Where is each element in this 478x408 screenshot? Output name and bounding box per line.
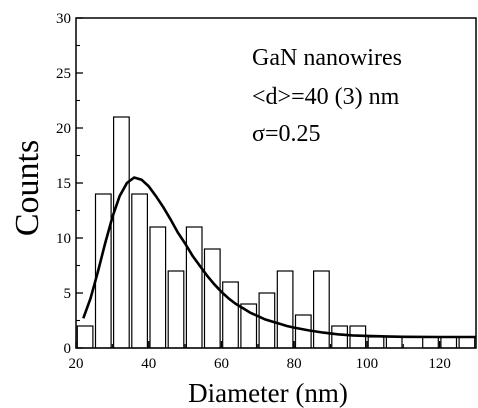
y-tick-label-1: 5	[64, 286, 72, 302]
histogram-bar-13	[313, 270, 330, 349]
histogram-bar-17	[385, 336, 403, 349]
histogram-bar-6	[185, 226, 203, 349]
annotation-mean-diameter: <d>=40 (3) nm	[252, 84, 400, 110]
y-tick-label-0: 0	[64, 341, 72, 357]
y-tick-label-6: 30	[56, 11, 71, 27]
y-tick-label-5: 25	[56, 66, 71, 82]
fit-curve	[82, 176, 476, 339]
histogram-bar-11	[276, 270, 294, 349]
histogram-bar-0	[76, 325, 94, 349]
x-tick-label-2: 60	[214, 356, 229, 372]
x-axis-title: Diameter (nm)	[188, 378, 348, 408]
histogram-bar-5	[167, 270, 185, 349]
y-tick-label-3: 15	[56, 176, 71, 192]
histogram-bar-3	[131, 193, 149, 349]
x-tick-label-4: 100	[356, 356, 379, 372]
annotation-material: GaN nanowires	[252, 45, 402, 71]
histogram-bar-16	[367, 336, 385, 349]
annotation-sigma: σ=0.25	[252, 121, 320, 147]
x-tick-label-3: 80	[287, 356, 302, 372]
x-tick-label-1: 40	[141, 356, 156, 372]
y-tick-label-4: 20	[56, 121, 71, 137]
histogram-bar-8	[222, 281, 239, 349]
histogram-bar-19	[440, 336, 458, 349]
y-axis-ticks: 0 5 10 15 20 25 30	[56, 11, 83, 357]
histogram-bar-14	[331, 325, 348, 349]
x-axis-ticks: 20 40 60 80 100 120	[69, 341, 451, 372]
x-tick-label-5: 120	[428, 356, 451, 372]
y-axis-title: Counts	[9, 140, 46, 236]
histogram-bar-2	[112, 116, 130, 349]
y-tick-label-2: 10	[56, 231, 71, 247]
histogram-bar-7	[203, 248, 221, 349]
histogram-bar-4	[149, 226, 167, 349]
histogram-bar-18	[422, 336, 439, 349]
x-tick-label-0: 20	[69, 356, 84, 372]
histogram-bar-20	[458, 336, 476, 349]
histogram-bars	[76, 116, 476, 349]
